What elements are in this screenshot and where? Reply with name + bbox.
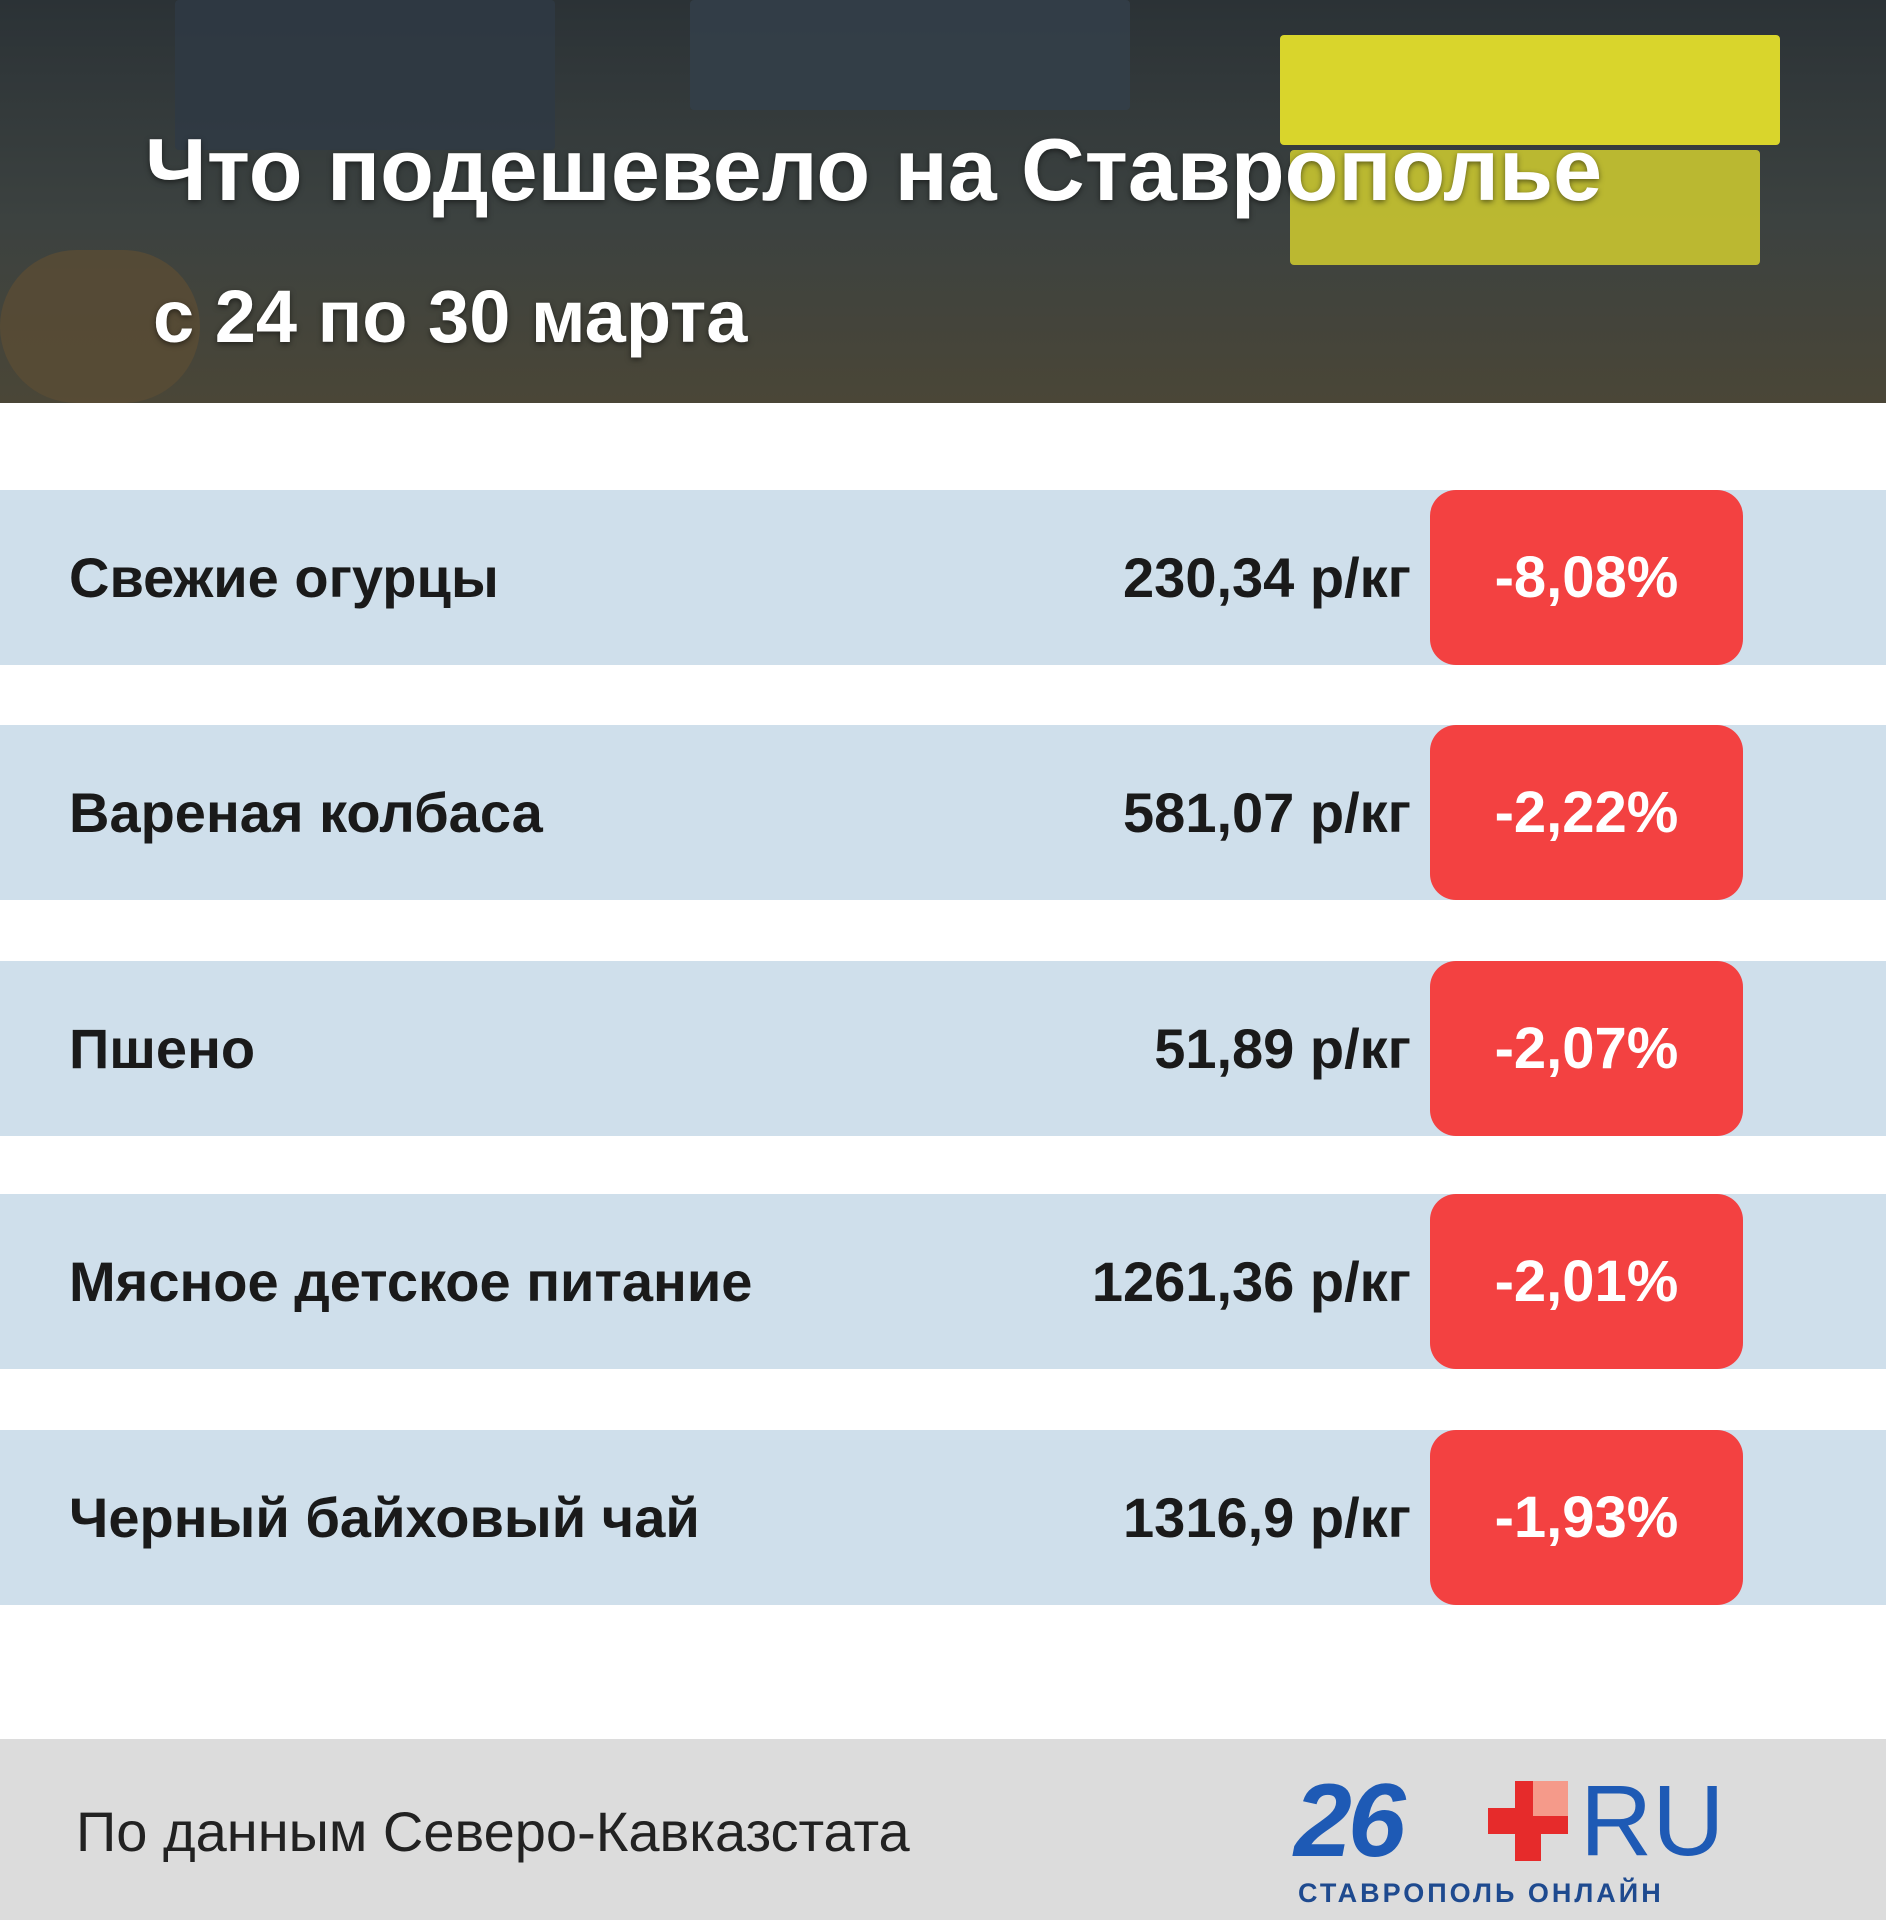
price-change: -2,01%	[1430, 1194, 1743, 1369]
price-change: -2,07%	[1430, 961, 1743, 1136]
table-row: Вареная колбаса 581,07 р/кг -2,22%	[0, 725, 1886, 900]
logo-domain: RU	[1580, 1765, 1725, 1877]
product-name: Черный байховый чай	[69, 1486, 700, 1549]
title: Что подешевело на Ставрополье	[145, 120, 1603, 219]
price-change: -1,93%	[1430, 1430, 1743, 1605]
product-price: 581,07 р/кг	[1123, 781, 1411, 844]
price-change: -8,08%	[1430, 490, 1743, 665]
photo-tag	[690, 0, 1130, 110]
product-price: 230,34 р/кг	[1123, 546, 1411, 609]
product-price: 51,89 р/кг	[1154, 1017, 1411, 1080]
photo-potato	[0, 250, 200, 403]
table-row: Пшено 51,89 р/кг -2,07%	[0, 961, 1886, 1136]
table-row: Мясное детское питание 1261,36 р/кг -2,01%	[0, 1194, 1886, 1369]
table-row: Свежие огурцы 230,34 р/кг -8,08%	[0, 490, 1886, 665]
table-row: Черный байховый чай 1316,9 р/кг -1,93%	[0, 1430, 1886, 1605]
header: Что подешевело на Ставрополье с 24 по 30…	[0, 0, 1886, 403]
product-price: 1316,9 р/кг	[1123, 1486, 1411, 1549]
source: По данным Северо-Кавказстата	[76, 1800, 910, 1863]
logo-tagline: СТАВРОПОЛЬ ОНЛАЙН	[1298, 1878, 1664, 1908]
photo-tag	[1290, 150, 1760, 265]
logo-number: 26	[1294, 1763, 1406, 1879]
photo-tag	[175, 0, 555, 150]
price-change: -2,22%	[1430, 725, 1743, 900]
logo-icon	[1488, 1781, 1568, 1861]
product-price: 1261,36 р/кг	[1091, 1250, 1411, 1313]
photo-tag	[1280, 35, 1780, 145]
subtitle: с 24 по 30 марта	[153, 275, 748, 358]
product-name: Свежие огурцы	[69, 546, 499, 609]
product-name: Мясное детское питание	[69, 1250, 753, 1313]
logo-square	[1533, 1781, 1568, 1816]
product-name: Пшено	[69, 1017, 256, 1080]
product-name: Вареная колбаса	[69, 781, 543, 844]
footer: По данным Северо-Кавказстата 26 RU СТАВР…	[0, 1739, 1886, 1920]
